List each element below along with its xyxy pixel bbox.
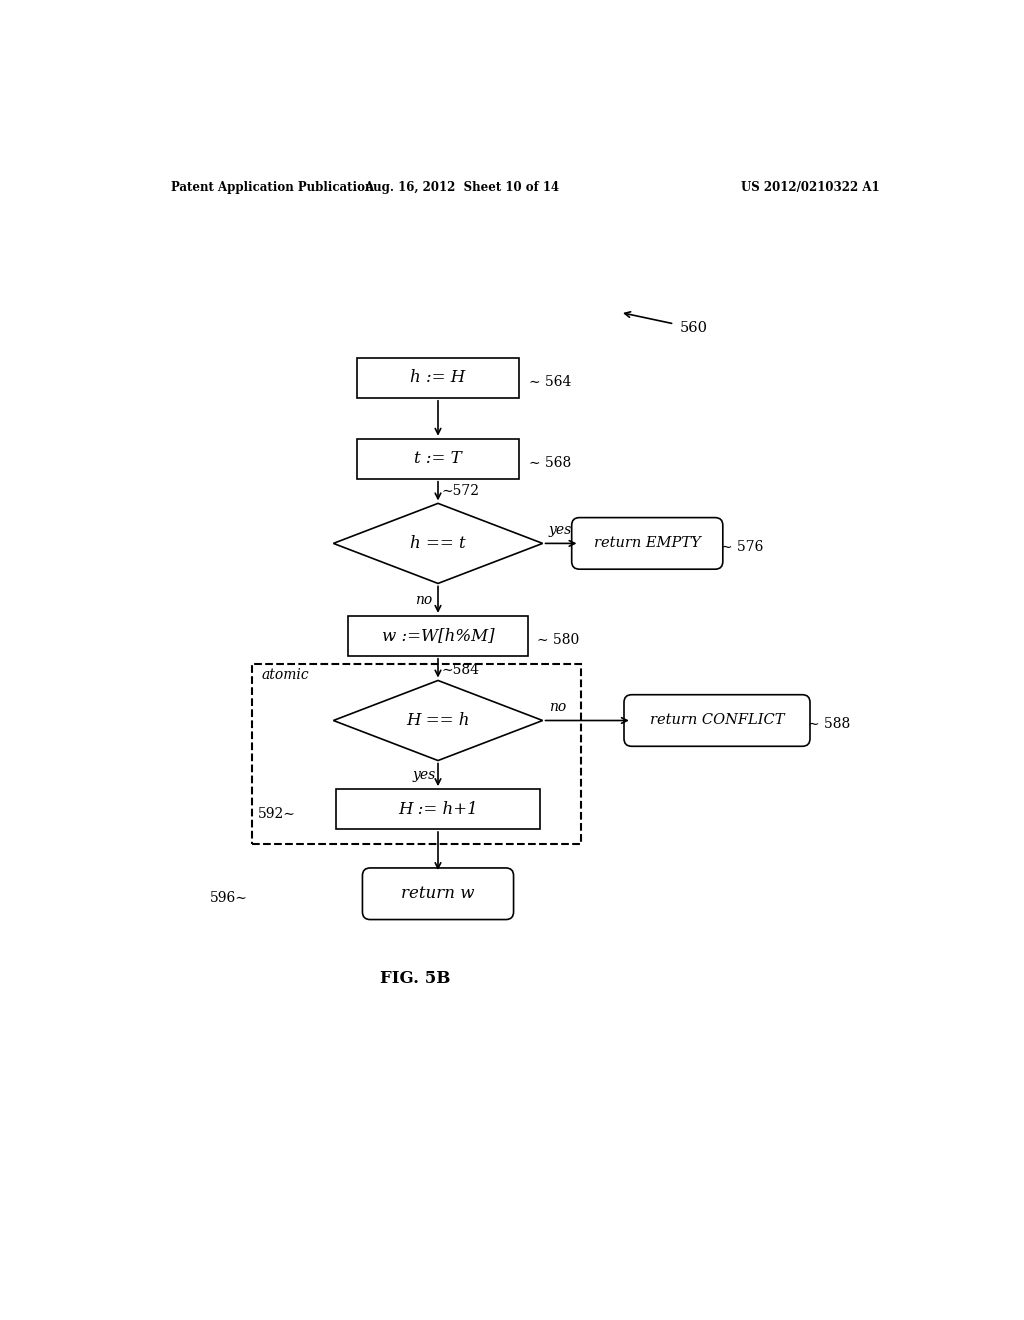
FancyBboxPatch shape <box>571 517 723 569</box>
FancyBboxPatch shape <box>362 869 514 920</box>
Text: no: no <box>416 593 433 607</box>
Text: H == h: H == h <box>407 711 470 729</box>
Text: h := H: h := H <box>411 370 466 387</box>
Text: FIG. 5B: FIG. 5B <box>380 970 450 987</box>
Text: atomic: atomic <box>261 668 309 682</box>
Text: Patent Application Publication: Patent Application Publication <box>171 181 373 194</box>
Text: ∼ 576: ∼ 576 <box>721 540 764 554</box>
Text: ∼ 588: ∼ 588 <box>809 717 851 731</box>
FancyBboxPatch shape <box>356 358 519 397</box>
FancyBboxPatch shape <box>356 438 519 479</box>
Text: H := h+1: H := h+1 <box>398 800 478 817</box>
Text: ∼ 580: ∼ 580 <box>537 634 579 647</box>
Text: w :=W[h%M]: w :=W[h%M] <box>382 627 495 644</box>
Text: ∼ 568: ∼ 568 <box>528 457 571 470</box>
Text: ∼584: ∼584 <box>442 663 480 677</box>
Text: return EMPTY: return EMPTY <box>594 536 700 550</box>
FancyBboxPatch shape <box>336 789 540 829</box>
Text: 592∼: 592∼ <box>258 807 296 821</box>
Text: 560: 560 <box>680 321 708 335</box>
Text: return w: return w <box>401 886 475 903</box>
FancyBboxPatch shape <box>624 694 810 746</box>
Text: yes: yes <box>549 523 572 537</box>
Text: no: no <box>549 701 566 714</box>
Text: ∼ 564: ∼ 564 <box>528 375 571 389</box>
FancyBboxPatch shape <box>348 616 527 656</box>
Polygon shape <box>334 681 543 760</box>
Text: yes: yes <box>413 768 435 783</box>
Text: 596∼: 596∼ <box>210 891 248 904</box>
Text: t := T: t := T <box>414 450 462 467</box>
Text: h == t: h == t <box>411 535 466 552</box>
Text: Aug. 16, 2012  Sheet 10 of 14: Aug. 16, 2012 Sheet 10 of 14 <box>364 181 559 194</box>
Text: ∼572: ∼572 <box>442 484 480 498</box>
Polygon shape <box>334 503 543 583</box>
Text: US 2012/0210322 A1: US 2012/0210322 A1 <box>740 181 880 194</box>
Text: return CONFLICT: return CONFLICT <box>650 714 784 727</box>
